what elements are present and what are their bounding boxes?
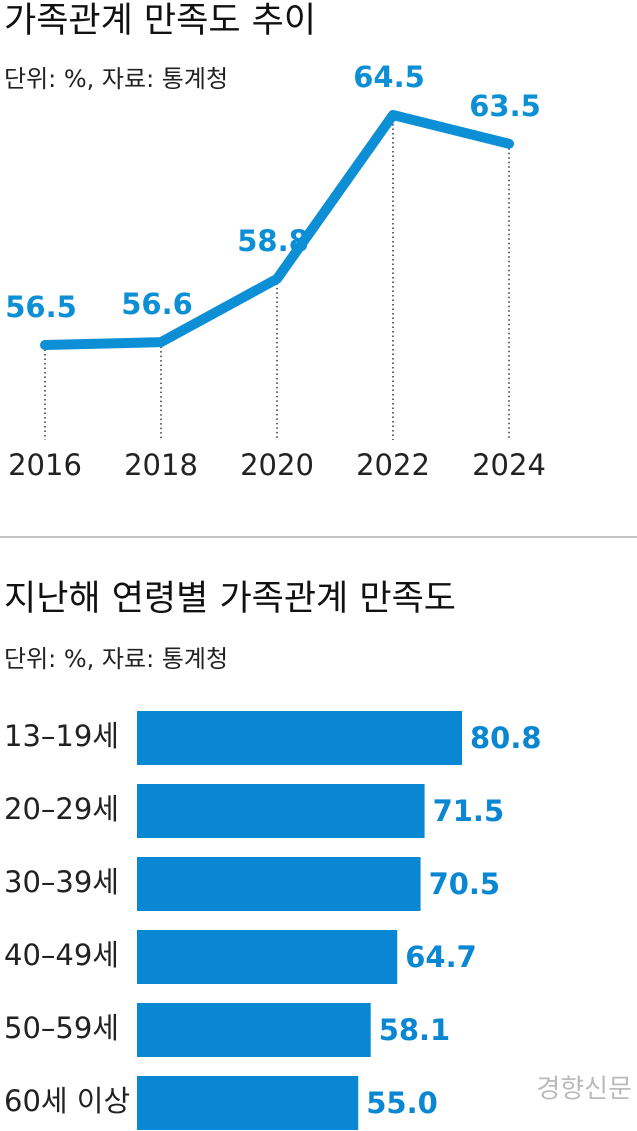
data-label: 58.1 <box>379 1013 451 1047</box>
y-tick-label: 50–59세 <box>4 1011 119 1045</box>
chart-title: 지난해 연령별 가족관계 만족도 <box>4 579 456 619</box>
y-tick-label: 60세 이상 <box>4 1084 130 1118</box>
chart-title: 가족관계 만족도 추이 <box>4 1 316 41</box>
bar <box>137 784 425 838</box>
credit: 경향신문 <box>536 1075 632 1105</box>
chart-subtitle: 단위: %, 자료: 통계청 <box>4 65 228 93</box>
x-tick-label: 2024 <box>472 448 546 482</box>
y-tick-label: 40–49세 <box>4 938 119 972</box>
data-label: 80.8 <box>470 721 542 755</box>
chart-subtitle: 단위: %, 자료: 통계청 <box>4 645 228 673</box>
data-label: 70.5 <box>429 867 501 901</box>
bar <box>137 1076 359 1130</box>
data-label: 56.5 <box>5 290 77 324</box>
y-tick-label: 13–19세 <box>4 719 119 753</box>
x-tick-label: 2016 <box>8 448 82 482</box>
bar <box>137 1003 371 1057</box>
y-tick-label: 30–39세 <box>4 865 119 899</box>
data-label: 71.5 <box>433 794 505 828</box>
data-label: 56.6 <box>121 287 193 321</box>
data-label: 63.5 <box>469 89 541 123</box>
y-tick-label: 20–29세 <box>4 792 119 826</box>
data-label: 55.0 <box>366 1086 438 1120</box>
data-label: 64.5 <box>353 60 425 94</box>
bar <box>137 711 462 765</box>
x-tick-label: 2018 <box>124 448 198 482</box>
bar <box>137 930 398 984</box>
line <box>40 110 514 350</box>
x-tick-label: 2022 <box>356 448 430 482</box>
data-label: 64.7 <box>405 940 477 974</box>
bar <box>137 857 421 911</box>
x-tick-label: 2020 <box>240 448 314 482</box>
